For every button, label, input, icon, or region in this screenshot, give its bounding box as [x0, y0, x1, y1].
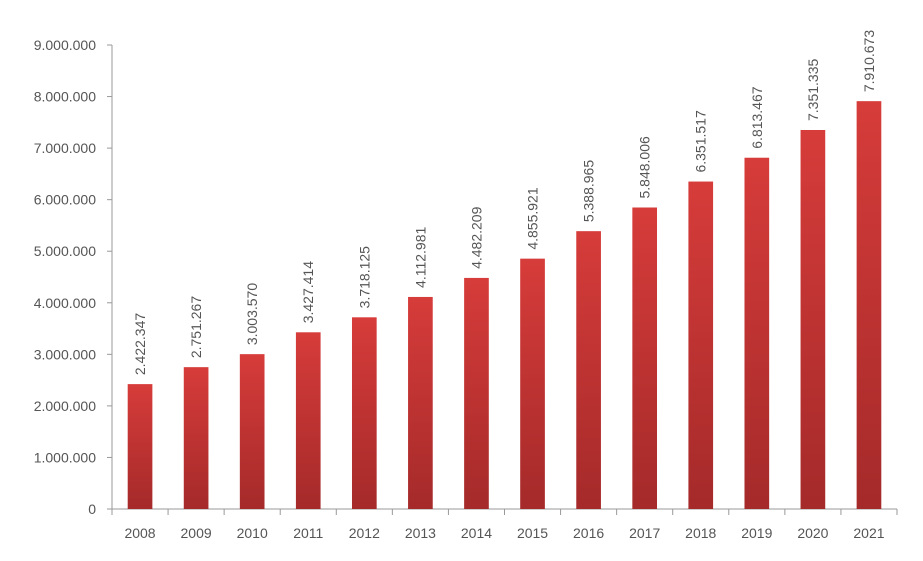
x-tick-label: 2020	[797, 525, 828, 541]
data-label: 4.855.921	[525, 187, 541, 249]
bar	[520, 258, 545, 509]
y-tick-label: 7.000.000	[34, 140, 96, 156]
bar	[239, 354, 265, 509]
y-tick-label: 2.000.000	[34, 398, 96, 414]
bar	[127, 384, 153, 509]
data-label: 2.422.347	[132, 313, 148, 375]
bar	[856, 101, 882, 509]
bar	[576, 231, 601, 509]
data-label: 4.112.981	[412, 226, 428, 287]
y-tick-label: 4.000.000	[34, 295, 96, 311]
data-label: 5.848.006	[637, 136, 653, 198]
x-tick-label: 2017	[629, 525, 660, 541]
data-label: 5.388.965	[581, 160, 597, 222]
y-tick-label: 9.000.000	[34, 37, 96, 53]
data-label: 3.427.414	[300, 261, 316, 323]
data-label: 2.751.267	[188, 296, 204, 358]
x-tick-label: 2016	[573, 525, 604, 541]
y-tick-label: 5.000.000	[34, 243, 96, 259]
bar	[351, 317, 377, 509]
y-tick-label: 3.000.000	[34, 346, 96, 362]
data-label: 6.351.517	[693, 110, 709, 172]
y-tick-label: 0	[88, 501, 96, 517]
data-label: 7.351.335	[805, 59, 821, 121]
bar	[295, 332, 321, 509]
data-label: 7.910.673	[861, 30, 877, 92]
data-labels: 2.422.347 2.751.267 3.003.570 3.427.414 3.71…	[132, 30, 877, 375]
bar	[464, 277, 489, 509]
x-tick-label: 2009	[181, 525, 212, 541]
y-axis: 0 1.000.000 2.000.000 3.000.000 4.000.000 5.0…	[34, 37, 113, 517]
bars	[127, 101, 882, 510]
x-tick-label: 2008	[124, 525, 155, 541]
x-tick-label: 2012	[349, 525, 380, 541]
bar	[688, 181, 714, 509]
x-tick-label: 2015	[517, 525, 548, 541]
data-label: 3.718.125	[356, 246, 372, 308]
data-label: 3.003.570	[244, 283, 260, 345]
x-tick-label: 2013	[405, 525, 436, 541]
bar	[632, 207, 658, 509]
y-tick-label: 1.000.000	[34, 449, 96, 465]
x-tick-label: 2018	[685, 525, 716, 541]
x-tick-label: 2019	[741, 525, 772, 541]
x-axis: 2008 2009 2010 2011 2012 2013 2014 2015 2016 2017…	[111, 508, 898, 541]
bar	[408, 296, 433, 509]
y-tick-label: 8.000.000	[34, 89, 96, 105]
data-label: 4.482.209	[468, 206, 484, 268]
x-tick-label: 2010	[237, 525, 268, 541]
x-tick-label: 2011	[293, 525, 323, 541]
bar	[744, 157, 770, 510]
x-tick-label: 2014	[461, 525, 492, 541]
x-tick-label: 2021	[853, 525, 884, 541]
y-tick-label: 6.000.000	[34, 192, 96, 208]
bar	[183, 367, 209, 509]
data-label: 6.813.467	[749, 86, 765, 148]
bar	[800, 129, 826, 509]
